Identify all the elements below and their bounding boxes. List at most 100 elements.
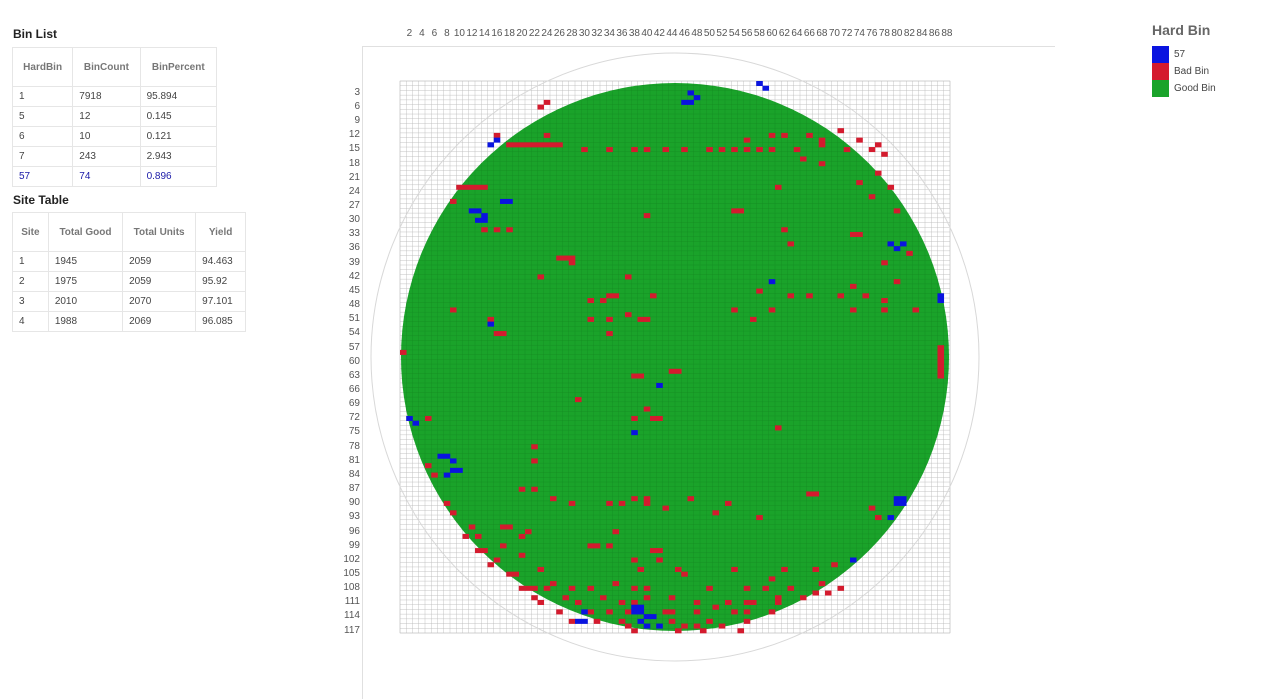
bad-die[interactable]	[806, 293, 813, 299]
bad-die[interactable]	[468, 524, 476, 530]
bad-die[interactable]	[831, 562, 838, 568]
bad-die[interactable]	[675, 368, 682, 374]
bad-die[interactable]	[643, 316, 651, 322]
bad-die[interactable]	[581, 147, 588, 153]
legend-item-bad-bin[interactable]: Bad Bin	[1152, 63, 1216, 80]
bad-die[interactable]	[575, 397, 582, 403]
bad-die[interactable]	[937, 349, 945, 355]
bad-die[interactable]	[487, 316, 495, 322]
bad-die[interactable]	[881, 307, 888, 313]
bad-die[interactable]	[818, 142, 826, 148]
bad-die[interactable]	[850, 283, 857, 289]
bad-die[interactable]	[843, 147, 851, 153]
bad-die[interactable]	[631, 599, 638, 605]
bad-die[interactable]	[643, 496, 651, 502]
bad-die[interactable]	[425, 415, 432, 421]
bad-die[interactable]	[531, 486, 538, 492]
bad-die[interactable]	[643, 147, 651, 153]
bad-die[interactable]	[625, 274, 632, 280]
bad-die[interactable]	[550, 142, 557, 148]
bad-die[interactable]	[875, 170, 882, 176]
bad-die[interactable]	[812, 590, 820, 596]
bad-die[interactable]	[506, 227, 513, 233]
bad-die[interactable]	[812, 491, 820, 497]
bad-die[interactable]	[725, 599, 732, 605]
bad-die[interactable]	[712, 510, 720, 516]
bad-die[interactable]	[818, 161, 826, 167]
table-row[interactable]: 7 243 2.943	[11, 146, 218, 167]
bad-die[interactable]	[768, 576, 776, 582]
bad-die[interactable]	[700, 628, 707, 634]
bin57-die[interactable]	[481, 217, 488, 223]
bad-die[interactable]	[737, 208, 745, 214]
bad-die[interactable]	[550, 581, 557, 587]
bad-die[interactable]	[606, 609, 613, 615]
bin57-die[interactable]	[656, 382, 663, 388]
bad-die[interactable]	[731, 307, 738, 313]
bad-die[interactable]	[881, 260, 888, 266]
bad-die[interactable]	[675, 628, 682, 634]
bad-die[interactable]	[518, 585, 526, 591]
bin57-die[interactable]	[468, 208, 476, 214]
bin57-die[interactable]	[437, 453, 445, 459]
bad-die[interactable]	[531, 585, 538, 591]
bin57-die[interactable]	[887, 515, 895, 521]
bad-die[interactable]	[537, 274, 545, 280]
bad-die[interactable]	[837, 293, 845, 299]
bin57-die[interactable]	[450, 458, 457, 464]
bad-die[interactable]	[681, 623, 688, 629]
bad-die[interactable]	[531, 444, 538, 450]
bad-die[interactable]	[625, 609, 632, 615]
bin57-die[interactable]	[893, 246, 901, 252]
bad-die[interactable]	[587, 316, 595, 322]
bad-die[interactable]	[743, 618, 751, 624]
bad-die[interactable]	[856, 231, 863, 237]
bad-die[interactable]	[662, 609, 670, 615]
bad-die[interactable]	[543, 142, 551, 148]
bad-die[interactable]	[937, 345, 945, 351]
bad-die[interactable]	[743, 599, 751, 605]
bad-die[interactable]	[743, 609, 751, 615]
bad-die[interactable]	[475, 533, 482, 539]
bad-die[interactable]	[837, 128, 845, 134]
bad-die[interactable]	[693, 599, 701, 605]
bad-die[interactable]	[612, 529, 620, 535]
bad-die[interactable]	[662, 147, 670, 153]
column-header-total-units[interactable]: Total Units	[122, 212, 197, 252]
column-header-binpercent[interactable]: BinPercent	[139, 47, 218, 87]
bad-die[interactable]	[518, 142, 526, 148]
bad-die[interactable]	[768, 307, 776, 313]
bad-die[interactable]	[606, 331, 613, 337]
bad-die[interactable]	[493, 557, 501, 563]
bad-die[interactable]	[743, 137, 751, 143]
bad-die[interactable]	[543, 132, 551, 138]
bad-die[interactable]	[600, 298, 607, 304]
bad-die[interactable]	[837, 585, 845, 591]
bad-die[interactable]	[875, 142, 882, 148]
bad-die[interactable]	[743, 147, 751, 153]
bad-die[interactable]	[493, 331, 501, 337]
legend-item-57[interactable]: 57	[1152, 46, 1216, 63]
bad-die[interactable]	[806, 132, 813, 138]
column-header-total-good[interactable]: Total Good	[47, 212, 124, 252]
bin57-die[interactable]	[637, 609, 645, 615]
bad-die[interactable]	[656, 415, 663, 421]
table-row[interactable]: 4 1988 2069 96.085	[12, 311, 246, 332]
bad-die[interactable]	[725, 500, 732, 506]
bad-die[interactable]	[781, 227, 788, 233]
bad-die[interactable]	[650, 548, 657, 554]
bad-die[interactable]	[856, 137, 863, 143]
bad-die[interactable]	[500, 331, 507, 337]
bin57-die[interactable]	[581, 609, 588, 615]
table-row[interactable]: 5 12 0.145	[11, 106, 218, 127]
bin57-die[interactable]	[937, 293, 945, 299]
bad-die[interactable]	[706, 618, 713, 624]
bad-die[interactable]	[612, 581, 620, 587]
bad-die[interactable]	[750, 316, 757, 322]
bad-die[interactable]	[575, 599, 582, 605]
bad-die[interactable]	[768, 132, 776, 138]
bad-die[interactable]	[606, 293, 613, 299]
bin57-die[interactable]	[756, 81, 763, 87]
bad-die[interactable]	[606, 316, 613, 322]
bad-die[interactable]	[556, 255, 563, 261]
